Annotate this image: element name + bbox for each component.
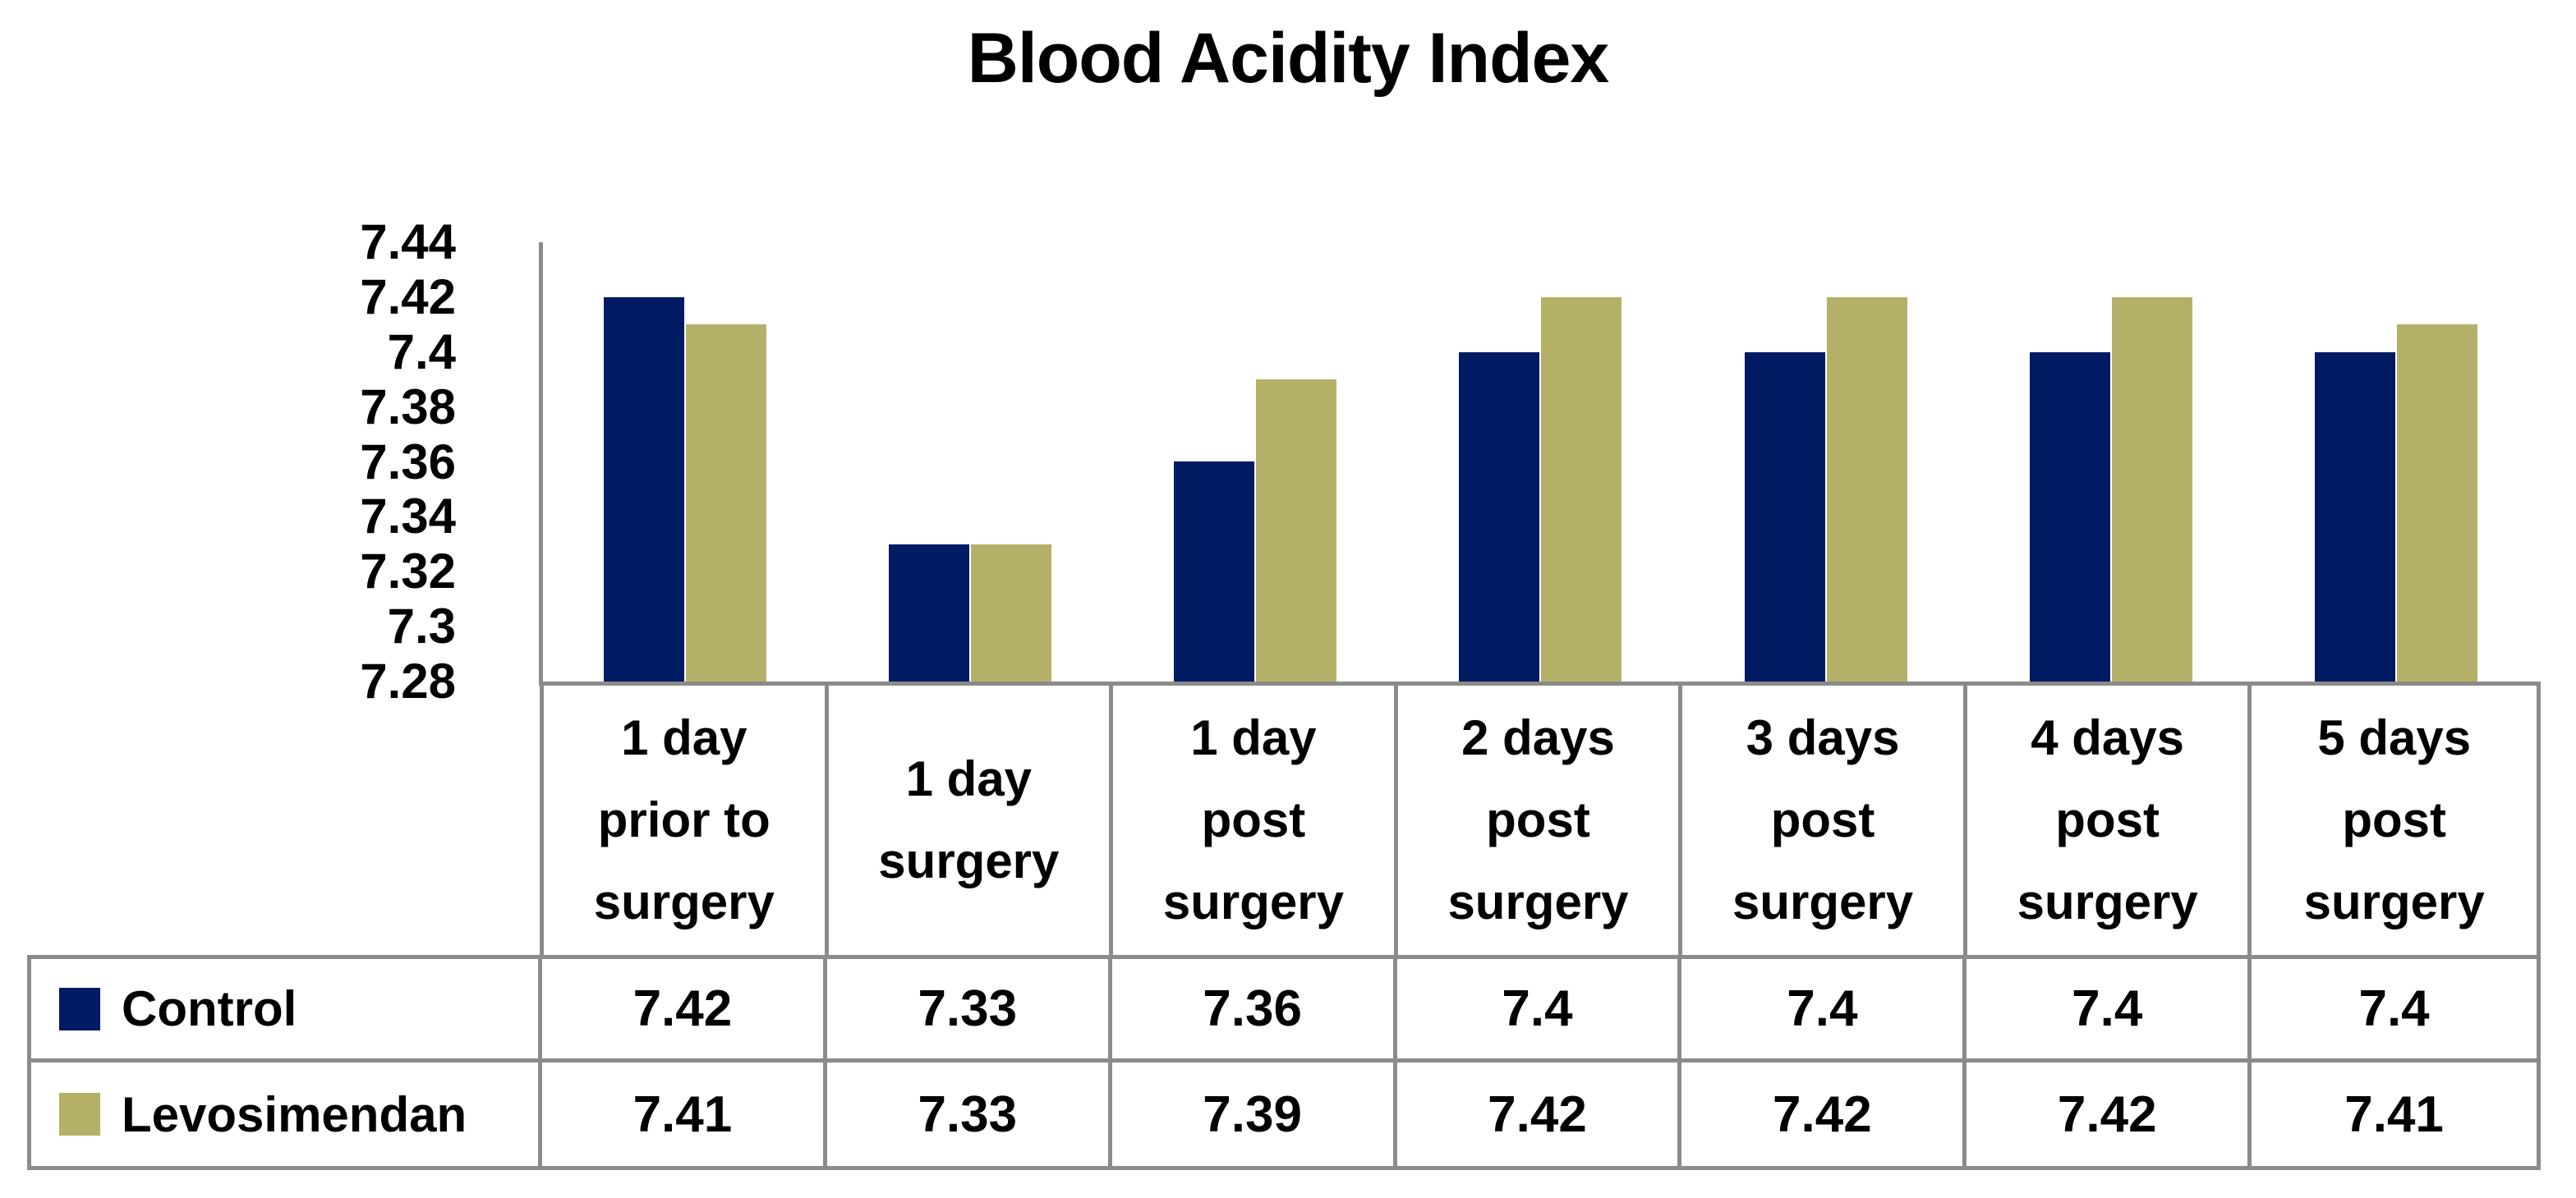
value-cell-control-5: 7.4 (1681, 959, 1967, 1063)
y-tick-label: 7.42 (360, 269, 456, 324)
y-tick-label: 7.44 (360, 214, 456, 269)
y-tick-label: 7.32 (360, 544, 456, 599)
bar-levosimendan-6 (2112, 297, 2192, 682)
category-cell: 4 days post surgery (1967, 686, 2252, 955)
plot-area (542, 242, 2538, 682)
category-label-line: 4 days (2031, 710, 2185, 765)
value-cell-control-3: 7.36 (1111, 959, 1397, 1063)
category-cell: 1 day surgery (829, 686, 1114, 955)
value-cell-levosimendan-7: 7.41 (2344, 1086, 2444, 1143)
y-axis-line (539, 242, 543, 686)
category-cell: 2 days post surgery (1398, 686, 1683, 955)
bar-control-2 (889, 544, 969, 682)
value-cell-levosimendan-1: 7.41 (542, 1063, 827, 1166)
category-label-line: surgery (1447, 874, 1629, 929)
bar-levosimendan-1 (686, 324, 766, 682)
category-cell: 3 days post surgery (1682, 686, 1967, 955)
category-label-line: surgery (2303, 874, 2485, 929)
y-tick-label: 7.28 (360, 654, 456, 709)
value-cell-levosimendan-2: 7.33 (827, 1063, 1112, 1166)
category-label-line: 1 day (1190, 710, 1317, 765)
value-cell-control-1: 7.42 (542, 959, 827, 1063)
category-label-line: surgery (593, 874, 775, 929)
y-tick-label: 7.3 (387, 599, 456, 654)
bar-control-5 (1745, 352, 1825, 682)
bar-control-1 (604, 297, 684, 682)
category-header-row: 1 day prior to surgery 1 day surgery 1 day pos… (540, 682, 2541, 955)
category-label-line: surgery (1162, 874, 1344, 929)
category-label-line: prior to (597, 792, 770, 847)
chart-title: Blood Acidity Index (967, 19, 1610, 98)
bar-control-7 (2315, 352, 2395, 682)
category-label-line: surgery (2017, 874, 2198, 929)
category-label-line: post (1201, 792, 1306, 847)
y-tick-label: 7.36 (360, 434, 456, 489)
category-cell: 5 days post surgery (2252, 686, 2537, 955)
category-label-line: post (1486, 792, 1590, 847)
category-label-line: post (1770, 792, 1875, 847)
category-label-line: post (2342, 792, 2447, 847)
value-cell-control-7: 7.4 (2252, 959, 2537, 1063)
category-label-line: surgery (1732, 874, 1914, 929)
value-cell-levosimendan-3: 7.39 (1112, 1063, 1397, 1166)
category-cell: 1 day post surgery (1113, 686, 1398, 955)
category-label-line: 2 days (1461, 710, 1615, 765)
legend-swatch-levosimendan (59, 1093, 100, 1136)
category-label-line: post (2055, 792, 2160, 847)
value-cell-control-6: 7.4 (1966, 959, 2252, 1063)
category-label-line: 5 days (2317, 710, 2472, 765)
y-tick-label: 7.4 (387, 324, 456, 379)
legend-label-control: Control (122, 981, 297, 1036)
y-tick-label: 7.38 (360, 379, 456, 434)
legend-swatch-control (59, 987, 100, 1030)
bar-levosimendan-5 (1827, 297, 1907, 682)
legend-cell-control: Control (31, 959, 542, 1063)
bar-levosimendan-4 (1541, 297, 1622, 682)
value-cell-control-2: 7.33 (826, 959, 1112, 1063)
legend-label-levosimendan: Levosimendan (122, 1086, 467, 1142)
bar-control-6 (2030, 352, 2110, 682)
value-cell-levosimendan-5: 7.42 (1681, 1063, 1967, 1166)
value-cell-levosimendan-6: 7.42 (1966, 1063, 2252, 1166)
data-table-with-legend: Control 7.42 7.33 7.36 7.4 7.4 7.4 7.4 Levosimen… (27, 955, 2541, 1170)
y-tick-label: 7.34 (360, 489, 456, 544)
bar-levosimendan-7 (2397, 324, 2477, 682)
category-label-line: 1 day (621, 710, 748, 765)
value-cell-levosimendan-4: 7.42 (1397, 1063, 1682, 1166)
bar-control-4 (1459, 352, 1539, 682)
bar-levosimendan-3 (1256, 379, 1336, 682)
bar-levosimendan-2 (971, 544, 1051, 682)
category-label-line: 3 days (1746, 710, 1900, 765)
category-cell: 1 day prior to surgery (544, 686, 829, 955)
bar-control-3 (1174, 461, 1254, 682)
value-cell-control-4: 7.4 (1396, 959, 1682, 1063)
category-label-line: 1 day (905, 751, 1033, 806)
legend-cell-levosimendan: Levosimendan (31, 1063, 542, 1166)
category-label-line: surgery (878, 833, 1060, 888)
